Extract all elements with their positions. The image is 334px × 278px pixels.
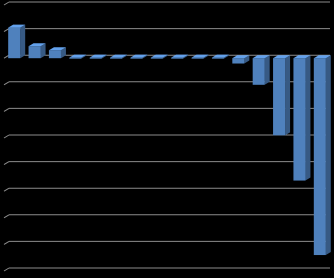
bar-side [223, 54, 229, 59]
bar-front [69, 57, 82, 59]
bar-top [211, 54, 229, 58]
bar-side [244, 55, 250, 64]
bar-top [89, 54, 107, 58]
bar-front [8, 27, 21, 59]
bar-front [273, 58, 286, 136]
grid-line-edge [3, 267, 10, 272]
bar-side [20, 24, 26, 59]
grid-line-edge [3, 187, 10, 192]
bar-side [285, 55, 291, 136]
bar-top [150, 54, 168, 58]
bar [293, 55, 311, 181]
grid-line-edge [3, 161, 10, 166]
bar-front [130, 57, 143, 59]
bar-side [162, 54, 168, 59]
bar [130, 54, 148, 59]
bar-side [122, 54, 128, 59]
bar-side [264, 55, 270, 85]
bar-side [60, 47, 66, 59]
bar [313, 55, 331, 256]
bar-top [130, 54, 148, 58]
bar-side [101, 54, 107, 59]
grid-line-edge [3, 240, 10, 245]
bar-front [150, 57, 163, 59]
bar-front [28, 46, 41, 59]
bar [191, 54, 209, 59]
bar-side [40, 43, 46, 59]
bar-front [232, 58, 245, 64]
grid-line-edge [3, 1, 10, 6]
bar [232, 55, 250, 64]
bar-top [48, 47, 66, 51]
bar-front [110, 57, 123, 59]
bar-side [142, 54, 148, 59]
bar [8, 24, 26, 59]
bar-side [305, 55, 311, 181]
bar-side [81, 54, 87, 59]
bar-top [252, 55, 270, 59]
bar-front [171, 57, 184, 59]
bar [211, 54, 229, 59]
bar-top [273, 55, 291, 59]
bar-side [203, 54, 209, 59]
bar [48, 47, 66, 59]
bar [150, 54, 168, 59]
bar [273, 55, 291, 136]
bar-top [110, 54, 128, 58]
bar [89, 54, 107, 59]
bar [28, 43, 46, 59]
bar-front [313, 58, 326, 256]
bar-side [325, 55, 331, 256]
grid-line-edge [3, 134, 10, 139]
grid-line-edge [3, 214, 10, 219]
bar [171, 54, 189, 59]
bar [69, 54, 87, 59]
grid-line-edge [3, 54, 10, 59]
bar [110, 54, 128, 59]
bar-top [28, 43, 46, 47]
bar-front [211, 57, 224, 59]
grid-line-edge [3, 107, 10, 112]
bar-front [48, 50, 61, 59]
bar-front [191, 57, 204, 59]
bar-top [293, 55, 311, 59]
bar-front [293, 58, 306, 181]
bar-top [69, 54, 87, 58]
bar-top [191, 54, 209, 58]
bar-top [8, 24, 26, 28]
bar-side [183, 54, 189, 59]
bar-front [252, 58, 265, 85]
bar-top [232, 55, 250, 59]
bar [252, 55, 270, 85]
bar-top [171, 54, 189, 58]
grid-line-edge [3, 28, 10, 33]
bar-top [313, 55, 331, 59]
bar-front [89, 57, 102, 59]
grid-line-edge [3, 81, 10, 86]
